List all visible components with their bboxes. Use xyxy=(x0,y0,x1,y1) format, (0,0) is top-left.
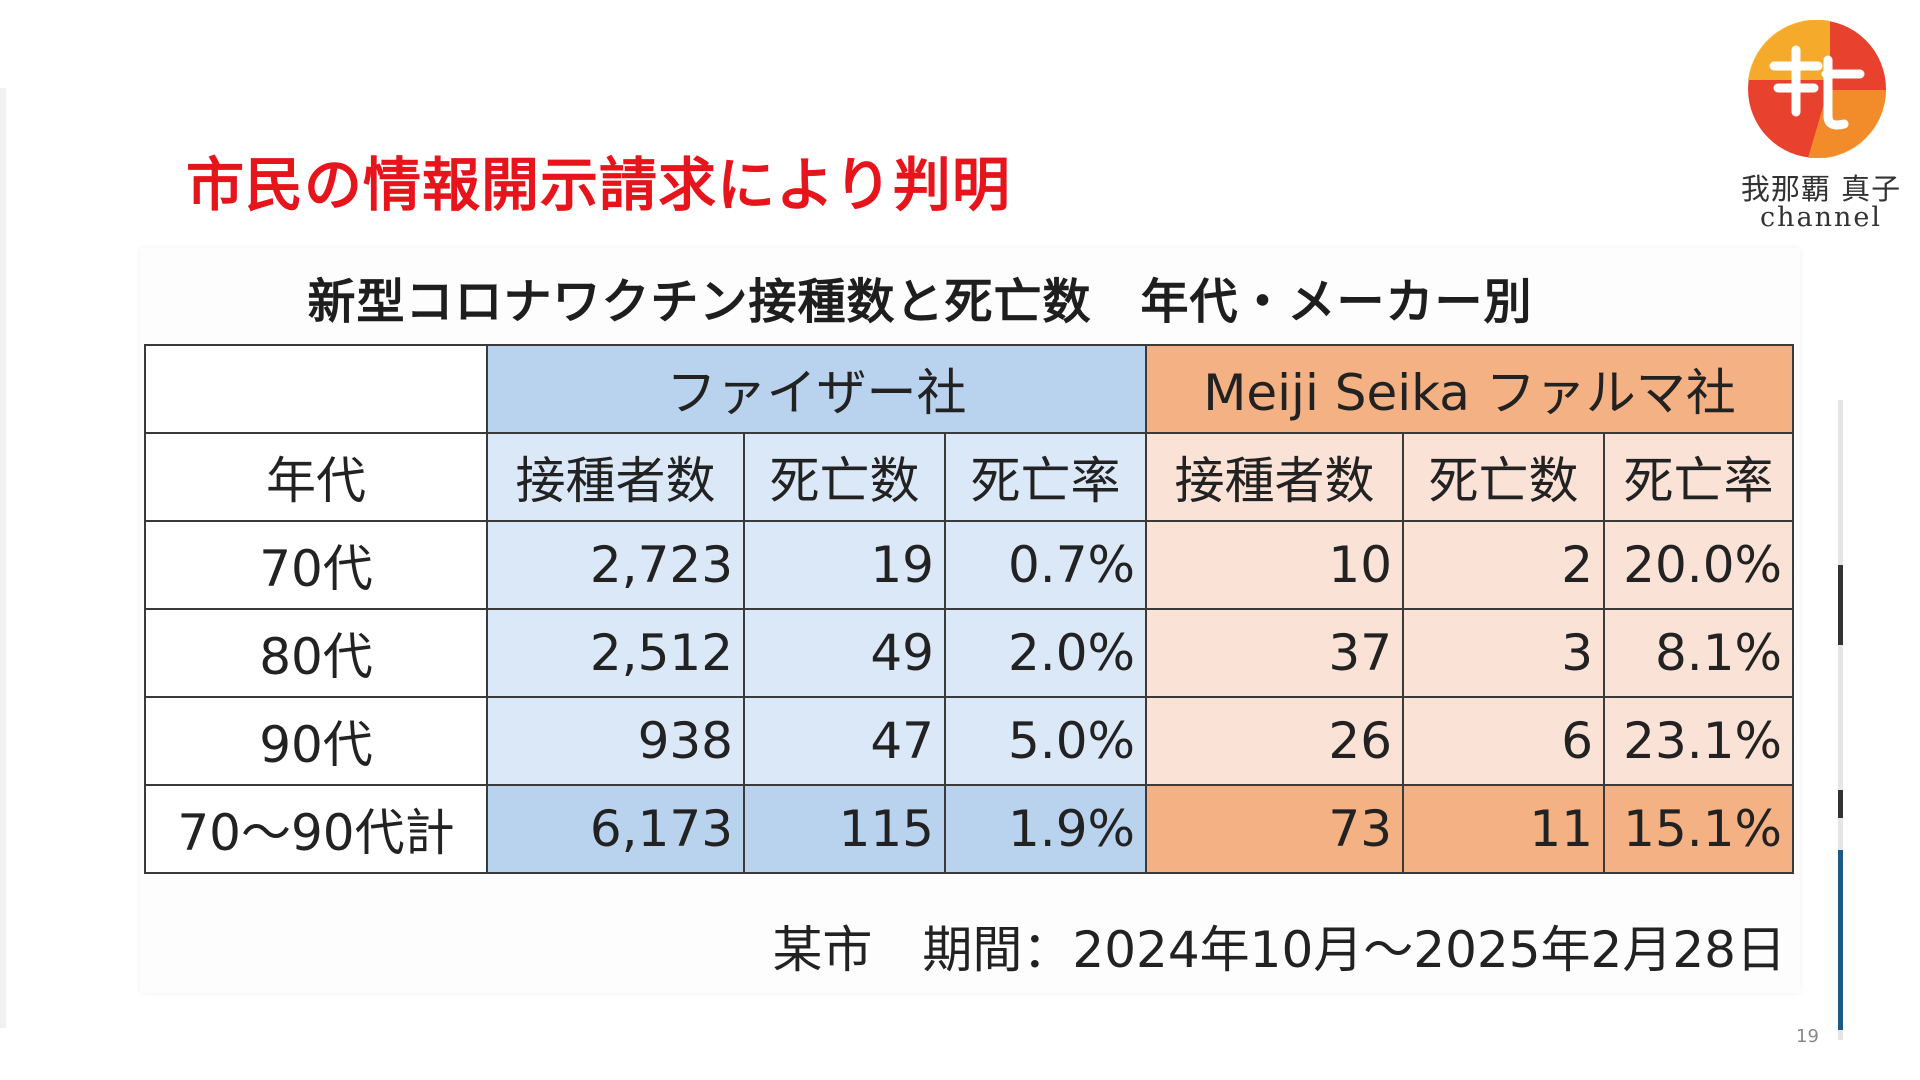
column-header: 死亡数 xyxy=(743,432,946,522)
channel-name: 我那覇 真子 xyxy=(1740,172,1902,206)
meiji-rate-cell: 15.1% xyxy=(1603,784,1795,874)
data-table: ファイザー社 Meiji Seika ファルマ社 年代 接種者数 死亡数 死亡率… xyxy=(144,344,1795,874)
maker-header-meiji: Meiji Seika ファルマ社 xyxy=(1145,344,1795,434)
age-cell: 80代 xyxy=(144,608,488,698)
slide-edge xyxy=(0,88,6,1028)
column-header: 接種者数 xyxy=(486,432,745,522)
meiji-deaths-cell: 11 xyxy=(1402,784,1606,874)
column-header: 死亡率 xyxy=(1603,432,1795,522)
page-number: 19 xyxy=(1796,1026,1819,1047)
pfizer-vaccinated-cell: 2,512 xyxy=(486,608,745,698)
meiji-rate-cell: 20.0% xyxy=(1603,520,1795,610)
table-title: 新型コロナワクチン接種数と死亡数 年代・メーカー別 xyxy=(307,274,1533,330)
pfizer-vaccinated-cell: 2,723 xyxy=(486,520,745,610)
channel-subtitle: channel xyxy=(1760,202,1882,233)
meiji-deaths-cell: 2 xyxy=(1402,520,1606,610)
slide-edge xyxy=(1838,400,1843,1040)
total-row: 70～90代計 6,173 115 1.9% 73 11 15.1% xyxy=(144,784,1795,874)
column-header: 接種者数 xyxy=(1145,432,1405,522)
pfizer-deaths-cell: 19 xyxy=(743,520,946,610)
corner-cell xyxy=(144,344,488,434)
meiji-deaths-cell: 3 xyxy=(1402,608,1606,698)
meiji-deaths-cell: 6 xyxy=(1402,696,1606,786)
edge-mark xyxy=(1838,565,1843,645)
pfizer-rate-cell: 1.9% xyxy=(943,784,1148,874)
edge-mark xyxy=(1838,790,1843,818)
pfizer-rate-cell: 5.0% xyxy=(943,696,1148,786)
meiji-rate-cell: 23.1% xyxy=(1603,696,1795,786)
meiji-vaccinated-cell: 37 xyxy=(1145,608,1405,698)
maker-header-row: ファイザー社 Meiji Seika ファルマ社 xyxy=(144,344,1795,434)
column-header: 死亡数 xyxy=(1402,432,1606,522)
age-header: 年代 xyxy=(144,432,488,522)
column-header-row: 年代 接種者数 死亡数 死亡率 接種者数 死亡数 死亡率 xyxy=(144,432,1795,522)
channel-logo: 我那覇 真子 channel xyxy=(1728,18,1914,238)
age-cell: 90代 xyxy=(144,696,488,786)
age-cell: 70～90代計 xyxy=(144,784,488,874)
source-footnote: 某市 期間：2024年10月～2025年2月28日 xyxy=(772,921,1786,979)
pfizer-deaths-cell: 47 xyxy=(743,696,946,786)
pfizer-vaccinated-cell: 938 xyxy=(486,696,745,786)
table-row: 70代 2,723 19 0.7% 10 2 20.0% xyxy=(144,520,1795,610)
meiji-vaccinated-cell: 73 xyxy=(1145,784,1405,874)
meiji-rate-cell: 8.1% xyxy=(1603,608,1795,698)
table-row: 80代 2,512 49 2.0% 37 3 8.1% xyxy=(144,608,1795,698)
meiji-vaccinated-cell: 26 xyxy=(1145,696,1405,786)
column-header: 死亡率 xyxy=(943,432,1148,522)
headline: 市民の情報開示請求により判明 xyxy=(186,151,1011,219)
age-cell: 70代 xyxy=(144,520,488,610)
table-row: 90代 938 47 5.0% 26 6 23.1% xyxy=(144,696,1795,786)
pfizer-deaths-cell: 49 xyxy=(743,608,946,698)
pfizer-vaccinated-cell: 6,173 xyxy=(486,784,745,874)
logo-mark-icon xyxy=(1748,20,1886,158)
edge-mark xyxy=(1838,850,1843,1030)
pfizer-rate-cell: 0.7% xyxy=(943,520,1148,610)
pfizer-rate-cell: 2.0% xyxy=(943,608,1148,698)
pfizer-deaths-cell: 115 xyxy=(743,784,946,874)
meiji-vaccinated-cell: 10 xyxy=(1145,520,1405,610)
maker-header-pfizer: ファイザー社 xyxy=(485,344,1148,434)
